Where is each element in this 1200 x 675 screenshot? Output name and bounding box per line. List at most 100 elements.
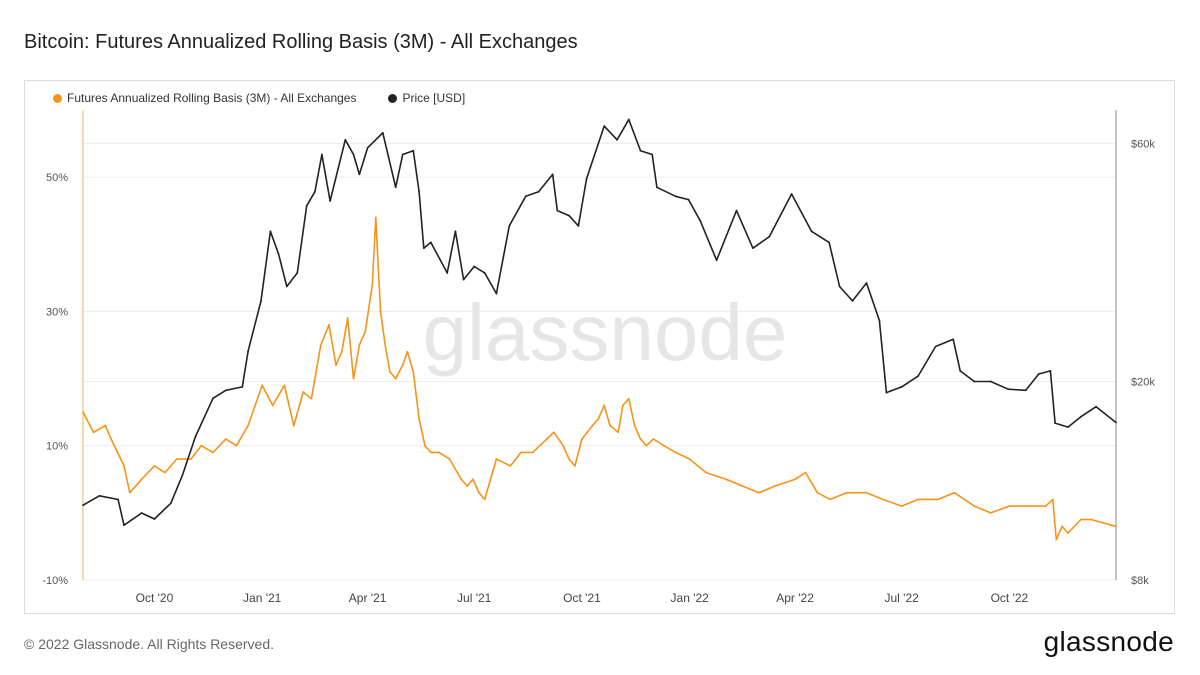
chart-panel bbox=[24, 80, 1175, 614]
basis-series-line-point bbox=[153, 464, 156, 467]
price-series-line-point bbox=[568, 214, 570, 217]
price-series-line-point bbox=[952, 338, 955, 341]
basis-series-line-point bbox=[189, 458, 192, 461]
basis-series-line-point bbox=[674, 451, 677, 454]
price-series-line-point bbox=[790, 193, 793, 195]
basis-series-line-point bbox=[460, 478, 463, 481]
glassnode-logo[interactable]: glassnode bbox=[1043, 626, 1174, 657]
price-series-line-point bbox=[1037, 373, 1040, 375]
price-series-line-point bbox=[900, 386, 903, 388]
basis-series-line-point bbox=[865, 491, 868, 494]
basis-series-line bbox=[82, 216, 1117, 541]
price-series-line-point bbox=[285, 285, 288, 288]
basis-series-line-point bbox=[401, 364, 404, 367]
chart-title: Bitcoin: Futures Annualized Rolling Basi… bbox=[24, 31, 578, 53]
price-series-line-point bbox=[401, 153, 404, 156]
basis-series-line-point bbox=[235, 444, 238, 447]
basis-series-line-point bbox=[371, 283, 374, 286]
legend-item-price[interactable]: Price [USD] bbox=[388, 91, 465, 105]
price-series-line-point bbox=[917, 375, 919, 378]
basis-series-line-point bbox=[645, 444, 648, 447]
basis-series-line-point bbox=[374, 216, 377, 219]
price-series-line-point bbox=[1054, 422, 1056, 425]
price-series-line-point bbox=[1115, 421, 1117, 424]
basis-series-line-point bbox=[688, 458, 691, 461]
price-series-line-point bbox=[655, 186, 658, 189]
basis-series-line-point bbox=[794, 478, 796, 481]
basis-series-line-point bbox=[816, 491, 819, 494]
price-series-line-point bbox=[1079, 415, 1082, 418]
y-left-tick-label: 30% bbox=[46, 306, 68, 318]
basis-series-line-point bbox=[1024, 505, 1027, 508]
price-series-line-point bbox=[123, 524, 125, 527]
price-series-line-point bbox=[194, 435, 197, 438]
price-series-line-point bbox=[616, 138, 618, 141]
y-right-tick-label: $8k bbox=[1131, 575, 1149, 587]
price-series-line-point bbox=[627, 118, 630, 121]
price-series-line-point bbox=[422, 247, 425, 250]
price-series-line-point bbox=[483, 272, 486, 274]
price-series-line-point bbox=[687, 198, 690, 201]
basis-series-line-point bbox=[1044, 505, 1047, 508]
legend-basis-label: Futures Annualized Rolling Basis (3M) - … bbox=[67, 91, 357, 105]
price-series-line-point bbox=[260, 300, 262, 302]
basis-series-line-point bbox=[271, 404, 274, 407]
basis-series-line-point bbox=[597, 417, 600, 420]
price-series-line-point bbox=[524, 195, 527, 198]
price-series-line-point bbox=[429, 241, 432, 244]
price-series-line-point bbox=[181, 473, 184, 476]
price-series-line-point bbox=[674, 195, 677, 198]
price-series-line-point bbox=[838, 285, 841, 288]
basis-series-line-point bbox=[406, 350, 409, 353]
basis-series-line-point bbox=[340, 350, 343, 353]
basis-series-line-point bbox=[663, 444, 665, 447]
basis-series-line-point bbox=[424, 444, 426, 447]
price-series-line-point bbox=[865, 282, 868, 284]
basis-series-line-point bbox=[705, 471, 707, 474]
price-series-line-point bbox=[321, 153, 323, 156]
price-series-line-point bbox=[247, 350, 250, 353]
basis-series-line-point bbox=[509, 464, 512, 467]
price-series-line-point bbox=[577, 225, 580, 227]
price-series-line-point bbox=[412, 149, 415, 152]
basis-series-line-point bbox=[472, 478, 474, 481]
basis-series-line-point bbox=[310, 397, 313, 400]
price-series-line-point bbox=[366, 146, 369, 149]
price-series-line-point bbox=[224, 389, 227, 392]
y-left-tick-label: 10% bbox=[46, 441, 68, 453]
basis-series-line-point bbox=[110, 438, 113, 440]
basis-series-line-point bbox=[829, 498, 832, 501]
price-series-line-point bbox=[352, 153, 355, 156]
price-series-line-point bbox=[603, 125, 606, 127]
basis-series-line-point bbox=[900, 505, 903, 508]
price-series-line-point bbox=[885, 391, 888, 394]
basis-series-line-point bbox=[379, 310, 382, 313]
legend-basis-dot-icon bbox=[53, 93, 62, 103]
basis-series-line-point bbox=[412, 370, 415, 373]
price-series-line-point bbox=[1007, 388, 1010, 391]
price-series-line-point bbox=[537, 190, 540, 193]
price-series-line-point bbox=[269, 230, 272, 233]
legend-price-label: Price [USD] bbox=[402, 91, 466, 105]
price-series-line-point bbox=[1067, 426, 1069, 429]
price-series-line-point bbox=[768, 235, 771, 238]
basis-series-line-point bbox=[448, 458, 451, 461]
x-tick-label: Jan '22 bbox=[671, 591, 710, 605]
price-series-line-point bbox=[462, 278, 465, 281]
price-series-line-point bbox=[454, 230, 457, 233]
grid-lines bbox=[83, 142, 1116, 581]
price-series-line-point bbox=[973, 380, 976, 383]
basis-series-line-point bbox=[552, 431, 555, 434]
basis-series-line-point bbox=[609, 424, 611, 427]
price-series-line-point bbox=[446, 272, 449, 274]
x-tick-label: Jul '22 bbox=[885, 591, 920, 605]
basis-series-line-point bbox=[882, 498, 884, 501]
basis-series-line-point bbox=[568, 458, 570, 461]
price-series-line-point bbox=[1024, 389, 1027, 392]
legend-item-basis[interactable]: Futures Annualized Rolling Basis (3M) - … bbox=[53, 91, 356, 105]
basis-series-line-point bbox=[581, 438, 583, 440]
basis-series-line-point bbox=[574, 464, 576, 467]
basis-series-line-point bbox=[466, 485, 469, 487]
basis-series-line-point bbox=[652, 438, 655, 440]
